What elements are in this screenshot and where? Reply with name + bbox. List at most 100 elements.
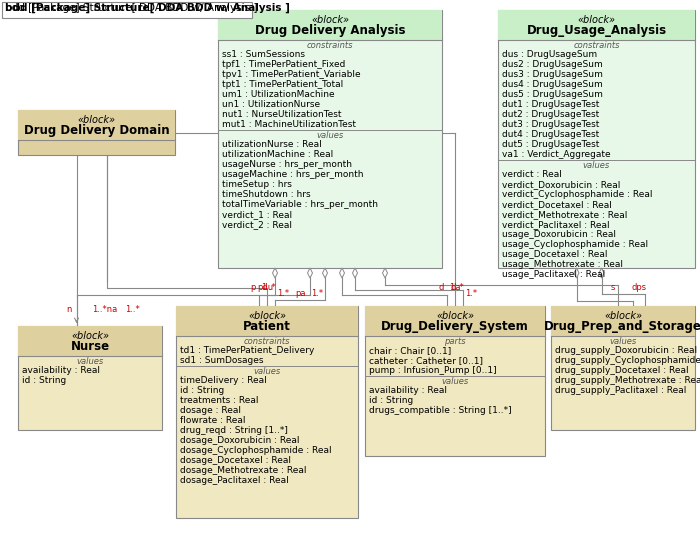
Text: parts: parts [444, 337, 466, 346]
Text: da: da [451, 283, 461, 292]
Text: 1..*na: 1..*na [92, 305, 118, 314]
Bar [176, 306, 358, 518]
Text: verdict_Methotrexate : Real: verdict_Methotrexate : Real [502, 210, 627, 219]
Polygon shape [340, 268, 344, 278]
Text: dus : DrugUsageSum: dus : DrugUsageSum [502, 50, 597, 59]
Text: «block»: «block» [578, 15, 615, 25]
Bar [18, 326, 162, 430]
Bar [18, 110, 175, 155]
Bar [18, 326, 162, 356]
Text: usage_Docetaxel : Real: usage_Docetaxel : Real [502, 250, 608, 259]
Text: treatments : Real: treatments : Real [180, 396, 258, 405]
Text: constraints: constraints [244, 337, 290, 346]
Text: utilizationNurse : Real: utilizationNurse : Real [222, 140, 322, 149]
Text: tpt1 : TimePerPatient_Total: tpt1 : TimePerPatient_Total [222, 80, 343, 89]
Text: availability : Real: availability : Real [22, 366, 100, 375]
Text: values: values [583, 161, 610, 170]
Text: tpf1 : TimePerPatient_Fixed: tpf1 : TimePerPatient_Fixed [222, 60, 345, 69]
Text: «block»: «block» [71, 331, 109, 341]
Text: catheter : Catheter [0..1]: catheter : Catheter [0..1] [369, 356, 483, 365]
Text: dut2 : DrugUsageTest: dut2 : DrugUsageTest [502, 110, 599, 119]
Text: dosage_Cyclophosphamide : Real: dosage_Cyclophosphamide : Real [180, 446, 332, 455]
Text: pump : Infusion_Pump [0..1]: pump : Infusion_Pump [0..1] [369, 366, 496, 375]
Text: utilizationMachine : Real: utilizationMachine : Real [222, 150, 333, 159]
Text: flowrate : Real: flowrate : Real [180, 416, 246, 425]
Polygon shape [272, 268, 277, 278]
Text: dosage : Real: dosage : Real [180, 406, 241, 415]
Text: values: values [76, 357, 104, 366]
Text: verdict_Paclitaxel : Real: verdict_Paclitaxel : Real [502, 220, 610, 229]
Bar [551, 306, 695, 430]
Bar [18, 110, 175, 140]
Text: dus2 : DrugUsageSum: dus2 : DrugUsageSum [502, 60, 603, 69]
Text: availability : Real: availability : Real [369, 386, 447, 395]
Text: drug_reqd : String [1..*]: drug_reqd : String [1..*] [180, 426, 288, 435]
Text: dut5 : DrugUsageTest: dut5 : DrugUsageTest [502, 140, 599, 149]
Text: 1..*: 1..* [449, 283, 463, 292]
Polygon shape [599, 268, 604, 278]
Bar [498, 10, 695, 268]
Text: id : String: id : String [369, 396, 413, 405]
Text: va1 : Verdict_Aggregate: va1 : Verdict_Aggregate [502, 150, 610, 159]
Text: verdict_Cyclophosphamide : Real: verdict_Cyclophosphamide : Real [502, 190, 652, 199]
Text: um1 : UtilizationMachine: um1 : UtilizationMachine [222, 90, 335, 99]
Text: Patient: Patient [243, 320, 291, 333]
Bar [498, 10, 695, 40]
Text: dus3 : DrugUsageSum: dus3 : DrugUsageSum [502, 70, 603, 79]
Bar [176, 306, 358, 336]
Text: id : String: id : String [22, 376, 66, 385]
Text: verdict_Docetaxel : Real: verdict_Docetaxel : Real [502, 200, 612, 209]
Text: 1.*: 1.* [277, 289, 289, 298]
Text: Nurse: Nurse [71, 340, 110, 353]
Polygon shape [307, 268, 312, 278]
Polygon shape [323, 268, 328, 278]
Bar [2, 2, 252, 18]
Text: tpv1 : TimePerPatient_Variable: tpv1 : TimePerPatient_Variable [222, 70, 360, 79]
Text: constraints: constraints [307, 41, 354, 50]
Text: totalTimeVariable : hrs_per_month: totalTimeVariable : hrs_per_month [222, 200, 378, 209]
Text: dus4 : DrugUsageSum: dus4 : DrugUsageSum [502, 80, 603, 89]
Text: drugs_compatible : String [1..*]: drugs_compatible : String [1..*] [369, 406, 512, 415]
Text: drug_supply_Cyclophosphamide : Real: drug_supply_Cyclophosphamide : Real [555, 356, 700, 365]
Text: dut4 : DrugUsageTest: dut4 : DrugUsageTest [502, 130, 599, 139]
Text: dosage_Paclitaxel : Real: dosage_Paclitaxel : Real [180, 476, 288, 485]
Text: timeShutdown : hrs: timeShutdown : hrs [222, 190, 311, 199]
Text: Drug Delivery Domain: Drug Delivery Domain [24, 124, 169, 137]
Text: Drug_Usage_Analysis: Drug_Usage_Analysis [526, 24, 666, 37]
Text: ss1 : SumSessions: ss1 : SumSessions [222, 50, 305, 59]
Text: nut1 : NurseUtilizationTest: nut1 : NurseUtilizationTest [222, 110, 342, 119]
Text: constraints: constraints [573, 41, 620, 50]
Text: usageMachine : hrs_per_month: usageMachine : hrs_per_month [222, 170, 363, 179]
Bar [365, 306, 545, 336]
Text: drug_supply_Paclitaxel : Real: drug_supply_Paclitaxel : Real [555, 386, 687, 395]
Text: values: values [316, 131, 344, 140]
Text: td1 : TimePerPatient_Delivery: td1 : TimePerPatient_Delivery [180, 346, 314, 355]
Text: 1..*: 1..* [261, 283, 276, 292]
Text: n: n [66, 305, 72, 314]
Text: timeDelivery : Real: timeDelivery : Real [180, 376, 267, 385]
Text: pdu: pdu [257, 283, 273, 292]
Text: id : String: id : String [180, 386, 224, 395]
Text: usage_Methotrexate : Real: usage_Methotrexate : Real [502, 260, 623, 269]
Bar [218, 10, 442, 40]
Text: drug_supply_Doxorubicin : Real: drug_supply_Doxorubicin : Real [555, 346, 697, 355]
Bar [365, 306, 545, 456]
Bar [551, 306, 695, 336]
Text: dps: dps [631, 283, 646, 292]
Text: verdict_2 : Real: verdict_2 : Real [222, 220, 292, 229]
Text: bdd [Package] Structure[ DDA BDD w/ Analysis ]: bdd [Package] Structure[ DDA BDD w/ Anal… [5, 3, 290, 13]
Text: values: values [442, 377, 468, 386]
Polygon shape [382, 268, 388, 278]
Text: drug_supply_Docetaxel : Real: drug_supply_Docetaxel : Real [555, 366, 689, 375]
Polygon shape [574, 268, 579, 278]
Text: «block»: «block» [604, 311, 642, 321]
Text: chair : Chair [0..1]: chair : Chair [0..1] [369, 346, 452, 355]
Text: dut3 : DrugUsageTest: dut3 : DrugUsageTest [502, 120, 599, 129]
Text: «block»: «block» [436, 311, 474, 321]
Text: un1 : UtilizationNurse: un1 : UtilizationNurse [222, 100, 320, 109]
Text: «block»: «block» [311, 15, 349, 25]
Text: values: values [253, 367, 281, 376]
Text: verdict : Real: verdict : Real [502, 170, 562, 179]
Text: dus5 : DrugUsageSum: dus5 : DrugUsageSum [502, 90, 603, 99]
Text: 1.*: 1.* [311, 289, 323, 298]
